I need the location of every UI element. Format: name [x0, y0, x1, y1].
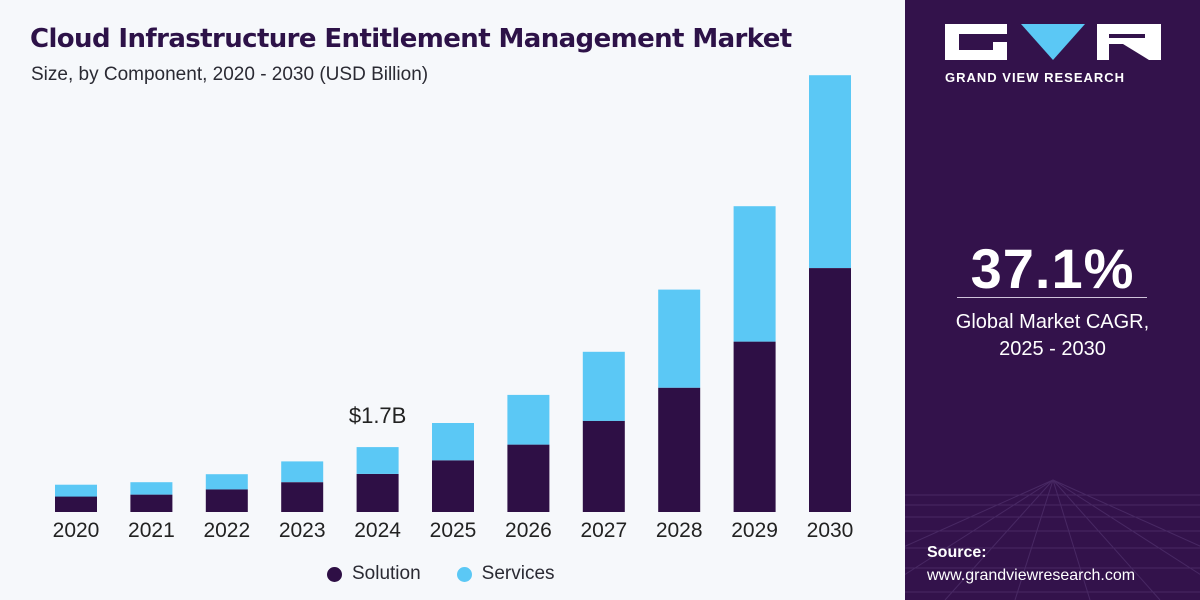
grand-view-research-logo	[945, 24, 1161, 60]
bar-solution-2026	[507, 444, 550, 512]
x-tick-label-2030: 2030	[807, 519, 854, 542]
bar-services-2021	[130, 482, 173, 495]
grid-background-graphic	[905, 479, 1200, 600]
bar-services-2023	[281, 461, 324, 483]
legend-label-services: Services	[481, 563, 555, 584]
bar-services-2026	[507, 394, 550, 445]
logo-text: GRAND VIEW RESEARCH	[945, 70, 1126, 85]
bar-solution-2024	[356, 473, 399, 512]
bar-services-2020	[55, 484, 97, 497]
x-tick-label-2028: 2028	[656, 519, 703, 542]
x-tick-label-2020: 2020	[53, 519, 100, 542]
bar-solution-2027	[582, 420, 625, 512]
x-tick-label-2029: 2029	[731, 519, 778, 542]
bar-services-2024	[356, 447, 399, 474]
bar-chart: 2020 2021 2022 2023 2024 2025 2026 2027 2028 2029…	[53, 75, 854, 542]
x-tick-label-2026: 2026	[505, 519, 552, 542]
cagr-divider	[957, 297, 1147, 298]
chart-title: Cloud Infrastructure Entitlement Managem…	[30, 24, 792, 54]
x-tick-label-2025: 2025	[430, 519, 477, 542]
legend-item-services: Services	[456, 563, 555, 585]
source-label: Source:	[927, 544, 987, 561]
bar-solution-2030	[809, 268, 851, 512]
bar-solution-2025	[432, 460, 474, 512]
bar-services-2030	[809, 75, 851, 268]
bar-services-2025	[432, 423, 474, 461]
bar-solution-2022	[205, 489, 248, 512]
x-tick-label-2021: 2021	[128, 519, 175, 542]
chart-legend: Solution Services	[327, 563, 555, 585]
legend-swatch-services	[456, 566, 472, 582]
legend-swatch-solution	[327, 566, 342, 582]
x-tick-label-2023: 2023	[279, 519, 326, 542]
x-tick-label-2027: 2027	[580, 519, 627, 542]
bar-services-2027	[582, 351, 625, 421]
legend-label-solution: Solution	[352, 563, 421, 584]
source-link[interactable]: www.grandviewresearch.com	[927, 567, 1136, 584]
bar-solution-2029	[733, 341, 776, 512]
legend-item-solution: Solution	[327, 563, 421, 585]
chart-subtitle: Size, by Component, 2020 - 2030 (USD Bil…	[31, 64, 429, 85]
bar-solution-2023	[281, 482, 324, 512]
cagr-label-line2: 2025 - 2030	[999, 338, 1106, 360]
bar-services-2029	[733, 206, 776, 342]
cagr-value: 37.1%	[970, 237, 1135, 300]
sidebar-panel: GRAND VIEW RESEARCH 37.1% Global Market …	[905, 0, 1200, 600]
bar-services-2022	[205, 474, 248, 490]
x-tick-label-2024: 2024	[354, 519, 401, 542]
bar-solution-2028	[658, 387, 701, 512]
bar-solution-2020	[55, 496, 97, 512]
x-tick-label-2022: 2022	[203, 519, 250, 542]
cagr-label: Global Market CAGR, 2025 - 2030	[905, 309, 1200, 363]
cagr-label-line1: Global Market CAGR,	[955, 311, 1150, 333]
data-label-2024: $1.7B	[349, 403, 407, 428]
bar-services-2028	[658, 289, 701, 388]
chart-area: Cloud Infrastructure Entitlement Managem…	[30, 24, 854, 585]
bar-solution-2021	[130, 494, 173, 512]
